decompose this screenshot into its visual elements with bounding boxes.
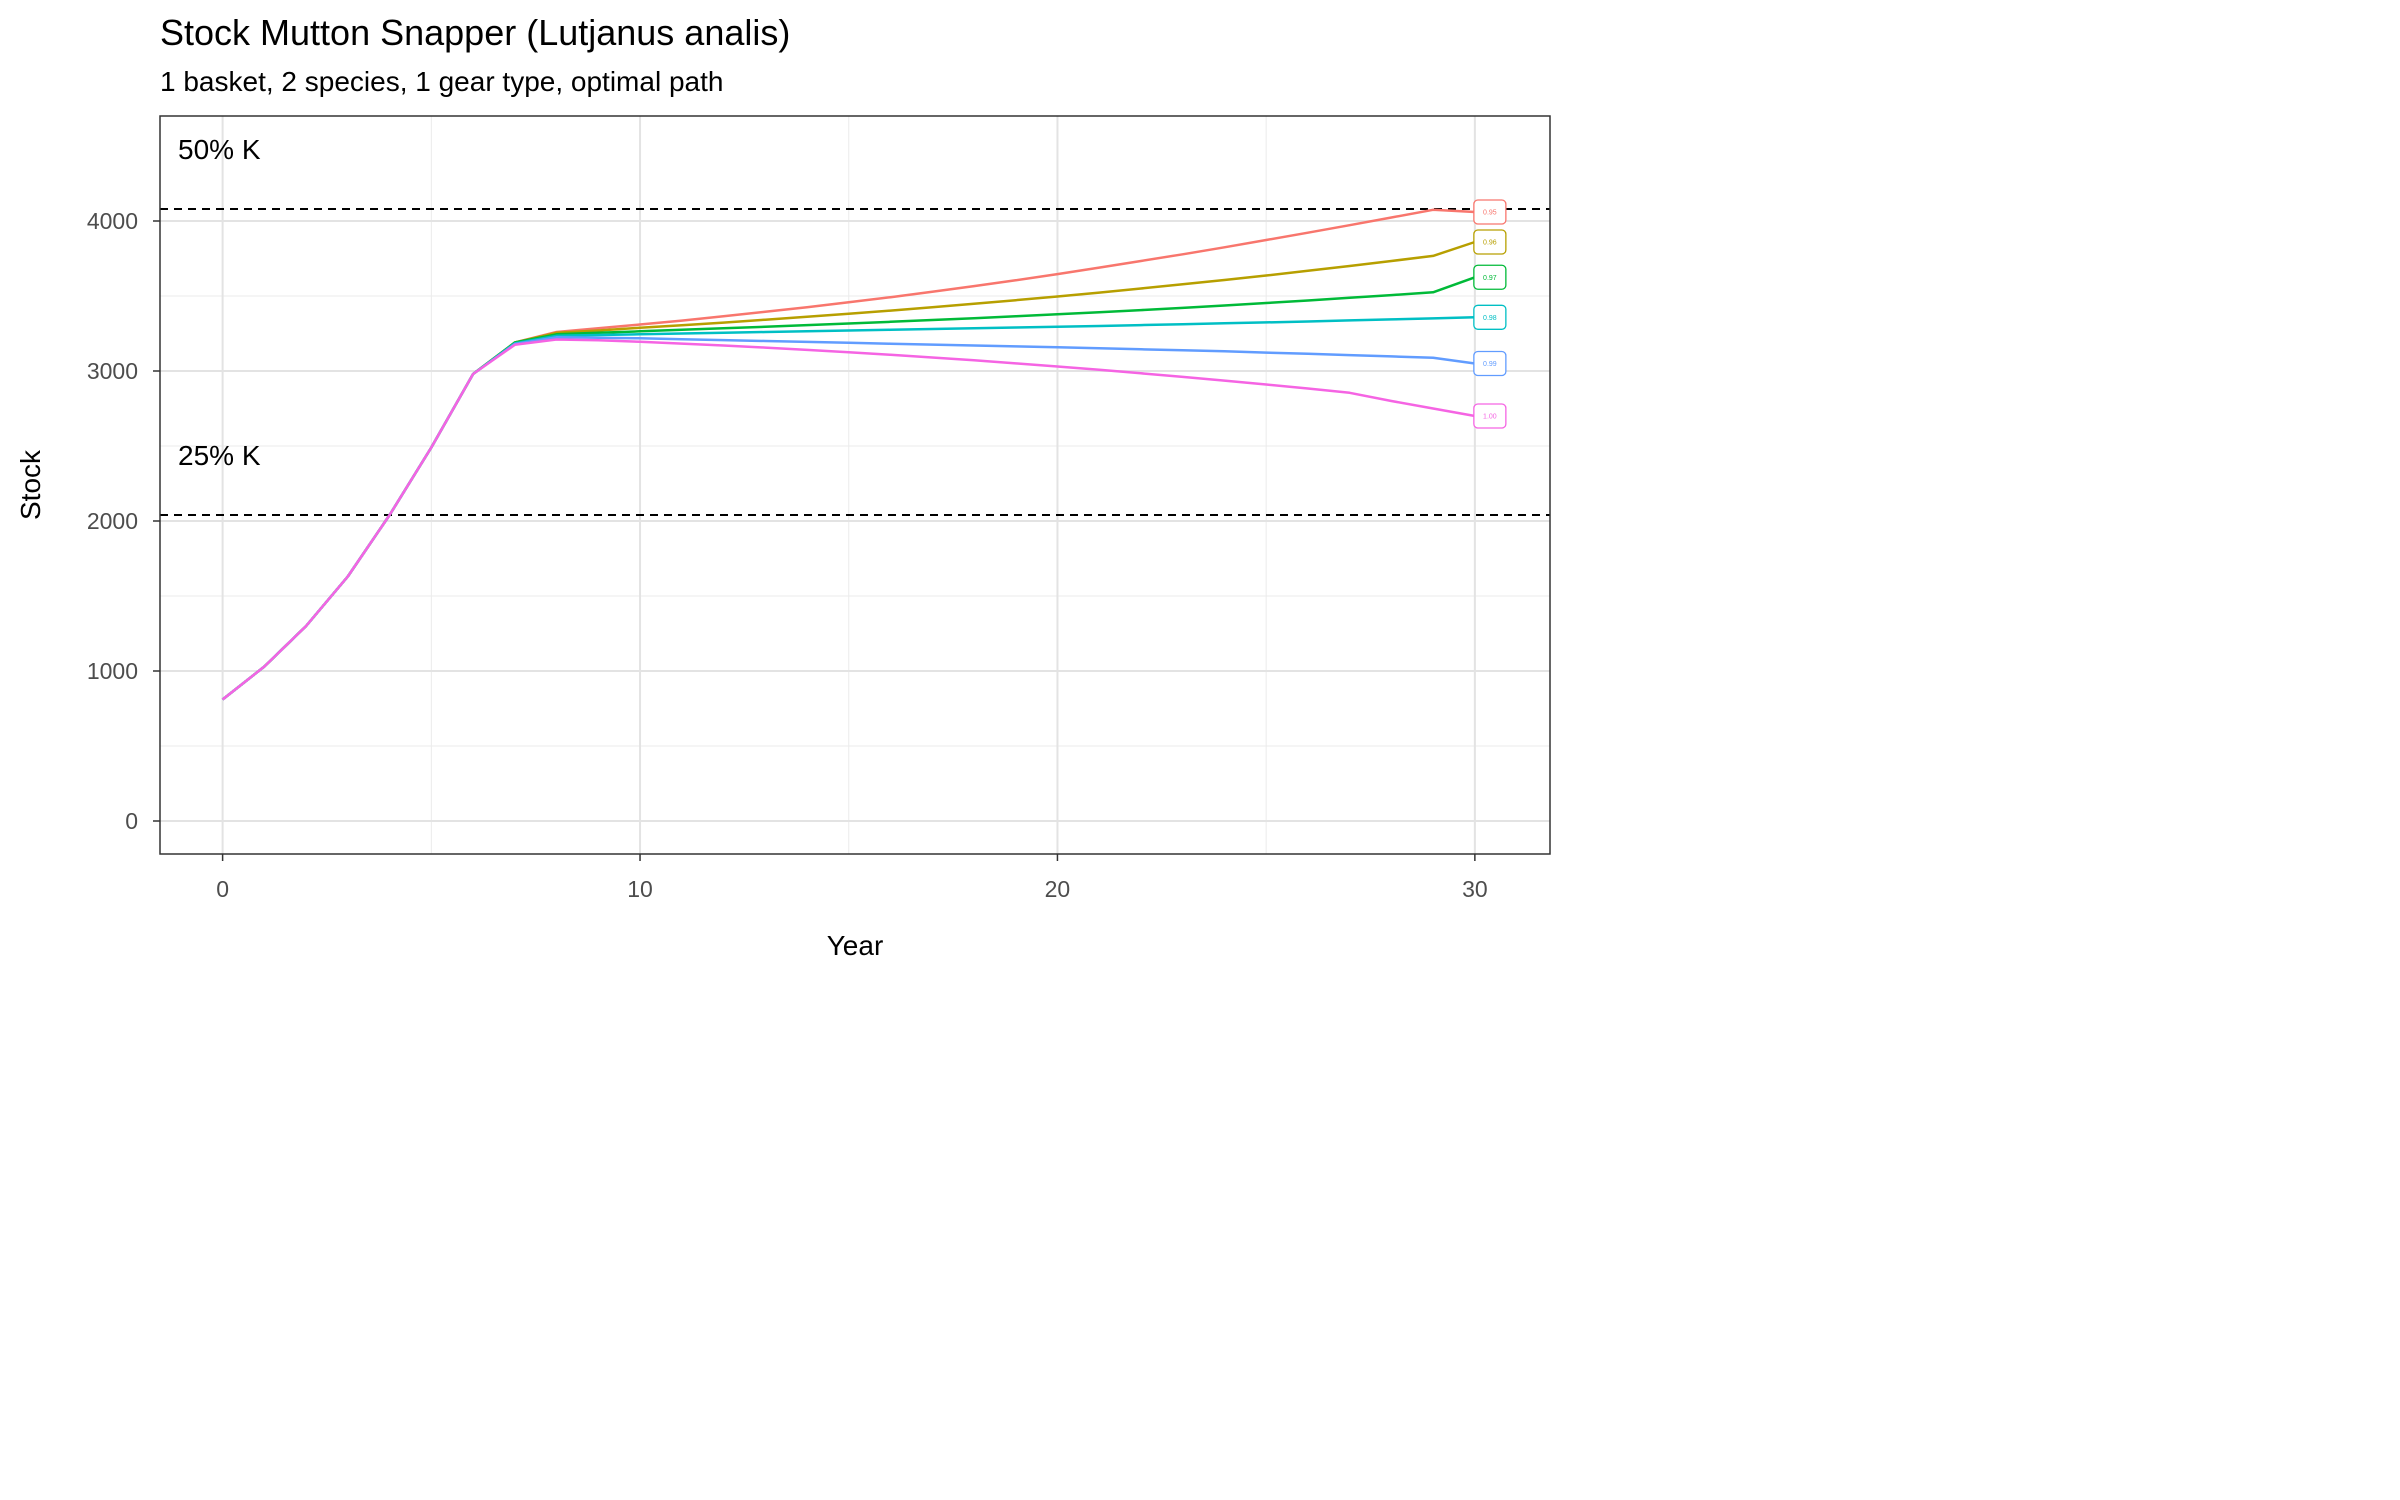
plot-panel-border bbox=[159, 115, 1551, 855]
series-end-label-box bbox=[1473, 304, 1507, 330]
series-end-label-text: 0.99 bbox=[1483, 361, 1497, 368]
y-tick-label: 1000 bbox=[87, 658, 138, 684]
series-end-label: 1.00 bbox=[1473, 403, 1507, 429]
y-tick-label: 3000 bbox=[87, 358, 138, 384]
series-end-label-text: 1.00 bbox=[1483, 414, 1497, 421]
series-end-label-text: 0.95 bbox=[1483, 210, 1497, 217]
x-tick-label: 20 bbox=[1045, 876, 1071, 902]
series-end-label-text: 0.96 bbox=[1483, 240, 1497, 247]
series-end-label-text: 0.98 bbox=[1483, 315, 1497, 322]
series-end-label-box bbox=[1473, 264, 1507, 290]
stock-line-chart: Stock Mutton Snapper (Lutjanus analis) 1… bbox=[15, 12, 1551, 961]
y-tick-label: 0 bbox=[125, 808, 138, 834]
series-end-label: 0.99 bbox=[1473, 350, 1507, 377]
reference-line-label: 25% K bbox=[178, 440, 261, 471]
x-tick-label: 0 bbox=[216, 876, 229, 902]
reference-lines: 50% K 25% K bbox=[160, 134, 1550, 516]
series-end-label: 0.97 bbox=[1473, 264, 1507, 290]
series-end-label-box bbox=[1473, 403, 1507, 429]
series-end-label-text: 0.97 bbox=[1483, 275, 1497, 282]
x-axis-title: Year bbox=[827, 930, 884, 961]
series-end-label-box bbox=[1473, 350, 1507, 377]
series-line bbox=[221, 338, 1476, 701]
series-end-label: 0.98 bbox=[1473, 304, 1507, 330]
series-lines bbox=[221, 208, 1476, 701]
series-end-label: 0.96 bbox=[1473, 229, 1507, 255]
axes: 0 10 20 30 0 1000 2000 3000 4000 bbox=[87, 208, 1488, 902]
reference-line-label: 50% K bbox=[178, 134, 261, 165]
series-end-label-box bbox=[1473, 229, 1507, 255]
chart-subtitle: 1 basket, 2 species, 1 gear type, optima… bbox=[160, 66, 723, 97]
x-tick-label: 30 bbox=[1462, 876, 1488, 902]
y-tick-label: 4000 bbox=[87, 208, 138, 234]
series-end-label-box bbox=[1473, 199, 1507, 225]
x-tick-label: 10 bbox=[627, 876, 653, 902]
y-tick-label: 2000 bbox=[87, 508, 138, 534]
series-end-label: 0.95 bbox=[1473, 199, 1507, 225]
y-axis-title: Stock bbox=[15, 449, 46, 520]
chart-title: Stock Mutton Snapper (Lutjanus analis) bbox=[160, 12, 790, 53]
end-labels: 0.95 0.96 0.97 0.98 0.99 1.00 bbox=[1473, 199, 1507, 429]
